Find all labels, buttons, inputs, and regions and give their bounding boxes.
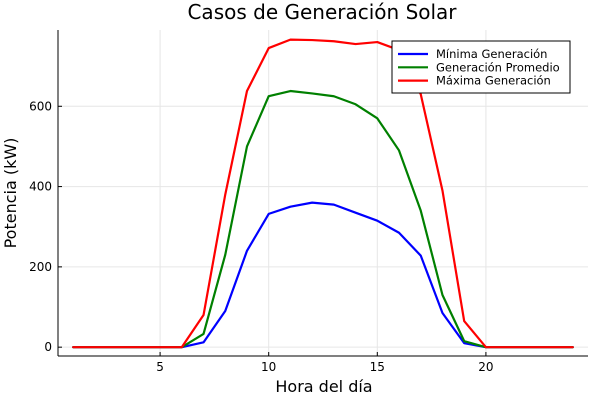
y-tick-label: 0: [44, 340, 52, 354]
legend-label: Mínima Generación: [436, 47, 547, 61]
x-axis-label: Hora del día: [275, 377, 372, 396]
y-tick-label: 400: [29, 180, 52, 194]
x-tick-label: 15: [370, 360, 385, 374]
x-tick-label: 5: [156, 360, 164, 374]
y-tick-label: 600: [29, 99, 52, 113]
legend-label: Máxima Generación: [436, 74, 551, 88]
series-line-1: [72, 201, 574, 349]
axes: [57, 30, 588, 357]
y-axis-label: Potencia (kW): [1, 138, 20, 249]
series-line-3: [72, 38, 574, 349]
series: [72, 38, 574, 349]
x-tick-label: 20: [478, 360, 493, 374]
chart-title: Casos de Generación Solar: [187, 0, 457, 24]
y-tick-label: 200: [29, 260, 52, 274]
series-line-2: [72, 89, 574, 349]
legend-label: Generación Promedio: [436, 60, 560, 74]
x-tick-label: 10: [261, 360, 276, 374]
